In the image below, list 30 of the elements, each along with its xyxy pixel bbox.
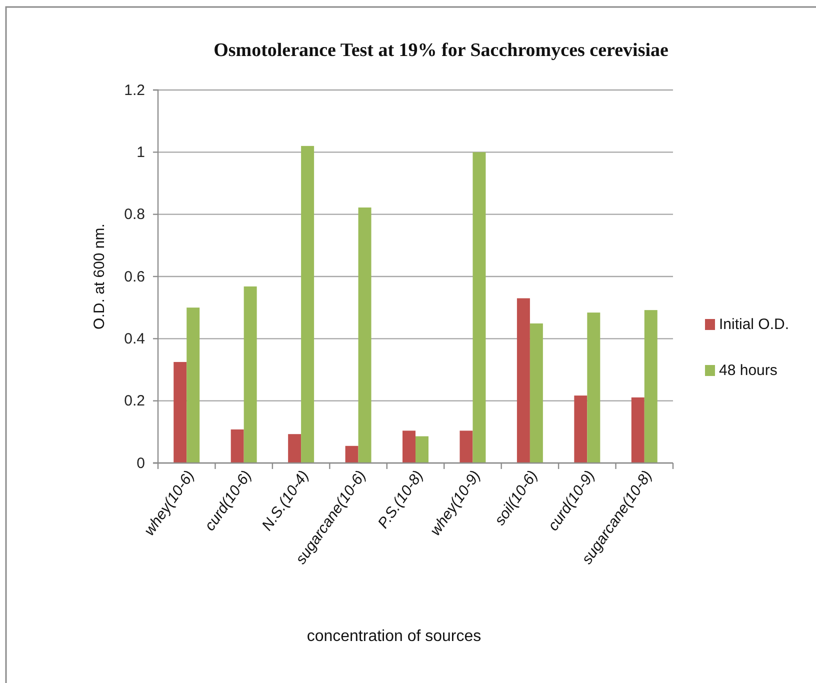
- bar: [460, 430, 473, 463]
- bar: [174, 362, 187, 463]
- bar: [301, 146, 314, 463]
- y-tick-label: 1.2: [124, 82, 145, 99]
- y-tick-label: 1: [136, 144, 145, 161]
- x-axis-title: concentration of sources: [306, 628, 482, 645]
- bar: [631, 397, 644, 463]
- y-tick-label: 0.6: [124, 268, 145, 286]
- bar: [574, 396, 588, 463]
- bar: [230, 429, 244, 463]
- bar: [244, 286, 257, 463]
- legend-label: Initial O.D.: [719, 316, 790, 333]
- bar: [288, 434, 302, 463]
- y-tick-label: 0: [136, 454, 145, 472]
- chart-title: Osmotolerance Test at 19% for Sacchromyces cerevisiae: [214, 40, 668, 61]
- legend-label: 48 hours: [719, 362, 778, 379]
- bar: [472, 152, 486, 463]
- bar: [530, 323, 543, 463]
- bar: [358, 207, 372, 463]
- y-tick-label: 0.4: [124, 330, 145, 348]
- bar: [516, 298, 530, 463]
- y-axis-title: O.D. at 600 nm.: [91, 224, 108, 330]
- bar: [644, 310, 658, 463]
- bar: [587, 312, 600, 463]
- bar: [345, 446, 358, 463]
- y-tick-label: 0.8: [124, 206, 145, 224]
- bar: [402, 430, 416, 463]
- bar: [416, 436, 428, 463]
- y-tick-label: 0.2: [124, 392, 145, 410]
- bar: [186, 308, 200, 463]
